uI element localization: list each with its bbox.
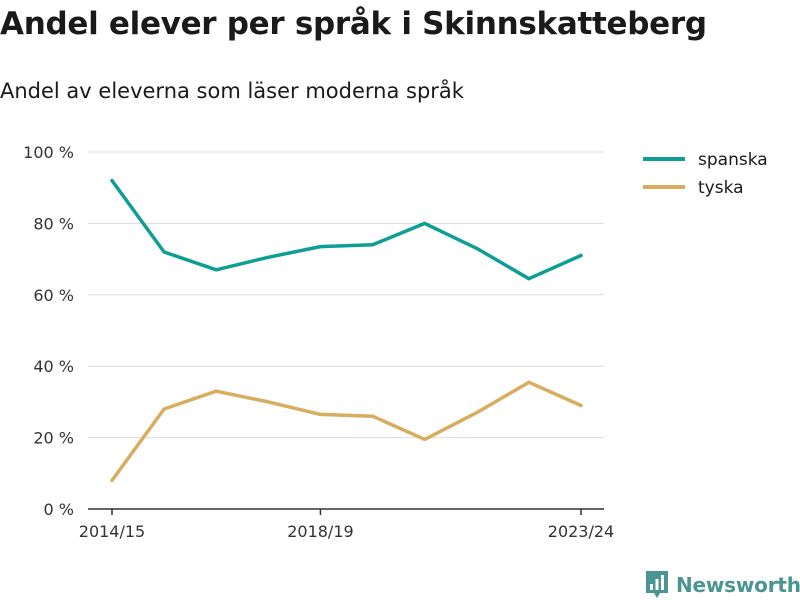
- chart-subtitle: Andel av eleverna som läser moderna språ…: [0, 79, 464, 103]
- legend-label-tyska: tyska: [698, 178, 744, 198]
- data-point-tyska: [423, 437, 427, 441]
- brand-name: Newsworthy: [676, 573, 800, 597]
- brand-logo: Newsworthy: [645, 570, 800, 600]
- legend-label-spanska: spanska: [698, 150, 768, 170]
- data-point-spanska: [370, 243, 375, 247]
- y-axis-ticks: 0 % 20 % 40 % 60 % 80 % 100 %: [23, 143, 74, 519]
- data-point-tyska: [475, 411, 479, 415]
- legend: spanska tyska: [643, 150, 768, 198]
- data-point-spanska: [579, 253, 583, 258]
- data-point-tyska: [214, 389, 218, 393]
- data-point-spanska: [475, 246, 479, 250]
- y-tick-label: 60 %: [33, 286, 74, 305]
- data-point-tyska: [110, 478, 114, 483]
- x-tick-label: 2014/15: [79, 522, 145, 541]
- data-point-tyska: [162, 407, 166, 411]
- grid-lines: [88, 151, 604, 439]
- y-tick-label: 0 %: [44, 500, 74, 519]
- data-point-spanska: [318, 245, 323, 249]
- y-tick-label: 100 %: [23, 143, 74, 162]
- x-tick-label: 2023/24: [548, 522, 614, 541]
- chart-title: Andel elever per språk i Skinnskatteberg: [0, 6, 707, 42]
- data-point-spanska: [162, 250, 166, 254]
- data-point-spanska: [527, 277, 531, 281]
- series-line-spanska: [110, 178, 583, 281]
- data-point-spanska: [110, 178, 114, 183]
- data-point-tyska: [579, 403, 583, 408]
- y-tick-label: 40 %: [33, 357, 74, 376]
- data-point-tyska: [266, 400, 270, 404]
- data-point-tyska: [527, 380, 531, 384]
- newsworthy-logo-icon: [646, 571, 668, 598]
- series-line-tyska: [110, 380, 583, 483]
- data-point-tyska: [370, 414, 375, 418]
- x-axis: 2014/15 2018/19 2023/24: [79, 508, 614, 541]
- data-point-spanska: [423, 221, 427, 225]
- y-tick-label: 20 %: [33, 429, 74, 448]
- data-point-spanska: [266, 255, 270, 259]
- y-tick-label: 80 %: [33, 214, 74, 233]
- x-tick-label: 2018/19: [287, 522, 353, 541]
- data-point-tyska: [318, 412, 323, 416]
- data-point-spanska: [214, 268, 218, 272]
- series-lines: [110, 178, 583, 483]
